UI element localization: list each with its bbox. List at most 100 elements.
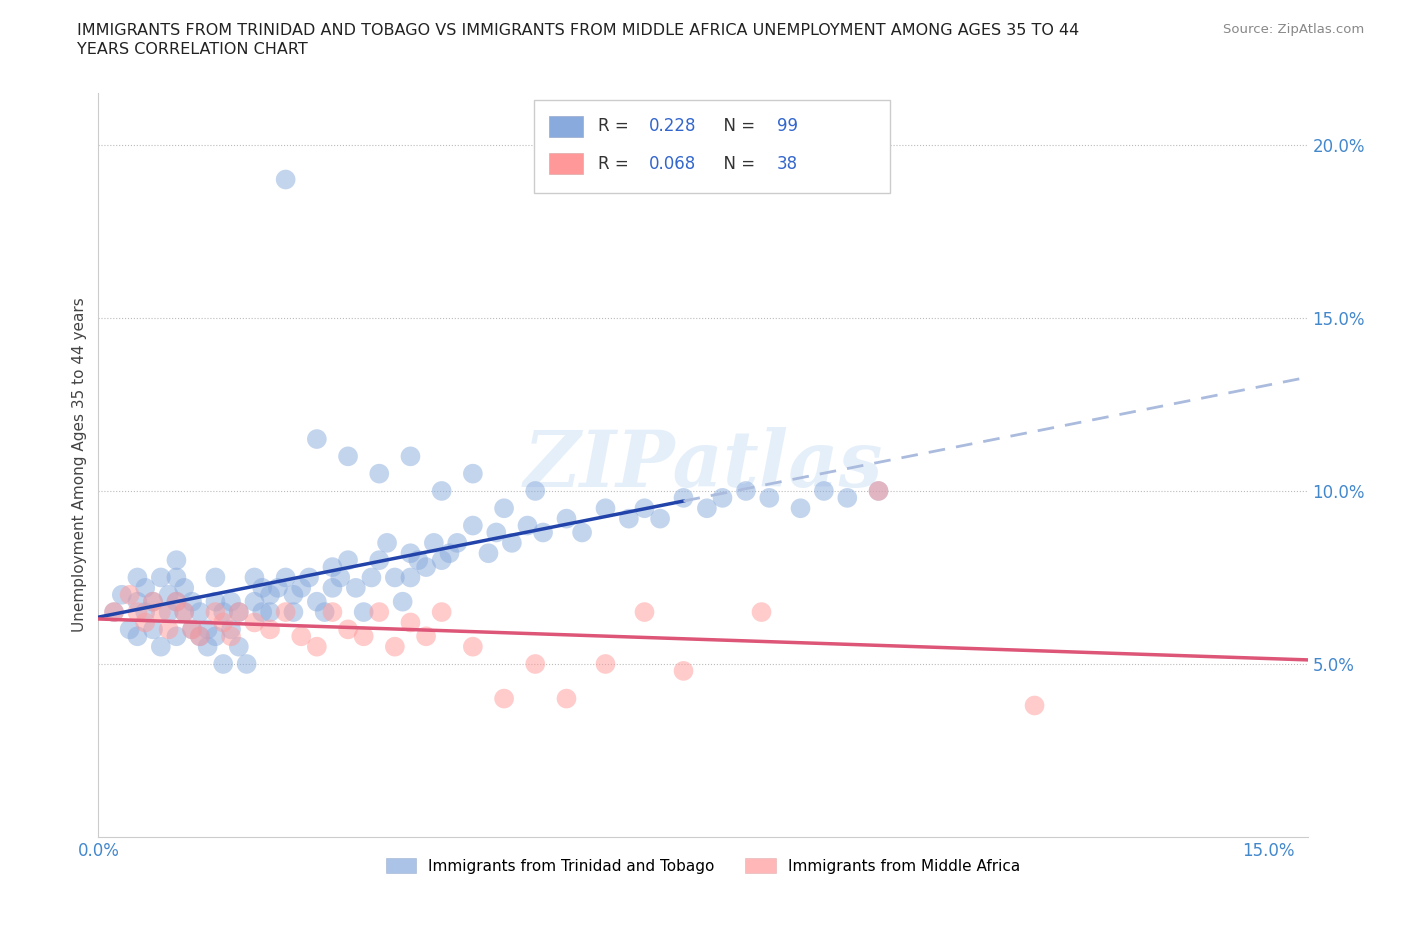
Point	[157, 604, 180, 619]
Point	[758, 490, 780, 505]
Text: N =: N =	[713, 154, 761, 173]
Point	[321, 604, 343, 619]
Point	[173, 604, 195, 619]
Point	[134, 604, 156, 619]
Point	[134, 615, 156, 630]
Point	[461, 466, 484, 481]
Point	[399, 570, 422, 585]
Point	[321, 560, 343, 575]
Point	[494, 691, 516, 706]
Point	[305, 594, 328, 609]
Point	[399, 449, 422, 464]
Text: Source: ZipAtlas.com: Source: ZipAtlas.com	[1223, 23, 1364, 36]
Point	[197, 639, 219, 654]
Point	[165, 552, 187, 567]
Point	[259, 604, 281, 619]
Point	[118, 622, 141, 637]
Point	[555, 691, 578, 706]
Point	[290, 629, 312, 644]
Y-axis label: Unemployment Among Ages 35 to 44 years: Unemployment Among Ages 35 to 44 years	[72, 298, 87, 632]
Point	[696, 501, 718, 516]
Point	[399, 615, 422, 630]
Point	[267, 580, 290, 595]
Point	[595, 501, 617, 516]
Point	[337, 622, 360, 637]
Point	[329, 570, 352, 585]
Point	[188, 604, 211, 619]
Point	[259, 622, 281, 637]
Text: N =: N =	[713, 117, 761, 136]
Point	[142, 622, 165, 637]
Text: YEARS CORRELATION CHART: YEARS CORRELATION CHART	[77, 42, 308, 57]
Point	[252, 580, 274, 595]
Point	[415, 560, 437, 575]
Point	[837, 490, 859, 505]
Point	[165, 594, 187, 609]
Text: R =: R =	[598, 117, 634, 136]
Point	[368, 604, 391, 619]
Point	[868, 484, 890, 498]
Point	[368, 466, 391, 481]
Point	[633, 604, 655, 619]
Point	[103, 604, 125, 619]
Point	[337, 552, 360, 567]
Point	[384, 639, 406, 654]
Point	[751, 604, 773, 619]
Point	[219, 629, 242, 644]
Point	[461, 639, 484, 654]
Point	[298, 570, 321, 585]
Point	[111, 588, 134, 603]
Point	[252, 604, 274, 619]
Point	[235, 657, 257, 671]
Point	[134, 580, 156, 595]
Point	[181, 594, 204, 609]
Point	[524, 484, 547, 498]
Point	[142, 594, 165, 609]
Point	[149, 639, 172, 654]
Point	[290, 580, 312, 595]
Text: 99: 99	[776, 117, 797, 136]
Point	[283, 604, 305, 619]
Point	[127, 629, 149, 644]
Text: R =: R =	[598, 154, 634, 173]
Point	[149, 604, 172, 619]
Point	[430, 484, 453, 498]
Point	[314, 604, 336, 619]
Point	[181, 622, 204, 637]
Point	[157, 588, 180, 603]
Point	[868, 484, 890, 498]
Point	[375, 536, 398, 551]
Text: IMMIGRANTS FROM TRINIDAD AND TOBAGO VS IMMIGRANTS FROM MIDDLE AFRICA UNEMPLOYMEN: IMMIGRANTS FROM TRINIDAD AND TOBAGO VS I…	[77, 23, 1080, 38]
Point	[531, 525, 554, 540]
Legend: Immigrants from Trinidad and Tobago, Immigrants from Middle Africa: Immigrants from Trinidad and Tobago, Imm…	[378, 850, 1028, 882]
Point	[571, 525, 593, 540]
Point	[103, 604, 125, 619]
Point	[344, 580, 367, 595]
Text: 0.228: 0.228	[648, 117, 696, 136]
Point	[204, 604, 226, 619]
Point	[212, 657, 235, 671]
Point	[274, 604, 297, 619]
Point	[516, 518, 538, 533]
FancyBboxPatch shape	[550, 153, 583, 174]
Point	[399, 546, 422, 561]
Point	[337, 449, 360, 464]
Point	[149, 570, 172, 585]
Point	[524, 657, 547, 671]
Point	[173, 604, 195, 619]
FancyBboxPatch shape	[550, 116, 583, 137]
Point	[181, 622, 204, 637]
Point	[711, 490, 734, 505]
Point	[165, 570, 187, 585]
Point	[672, 663, 695, 678]
Point	[595, 657, 617, 671]
Point	[118, 588, 141, 603]
Point	[1024, 698, 1046, 713]
Point	[243, 570, 266, 585]
Point	[353, 629, 375, 644]
Text: 0.068: 0.068	[648, 154, 696, 173]
FancyBboxPatch shape	[534, 100, 890, 193]
Point	[384, 570, 406, 585]
Point	[243, 615, 266, 630]
Point	[127, 594, 149, 609]
